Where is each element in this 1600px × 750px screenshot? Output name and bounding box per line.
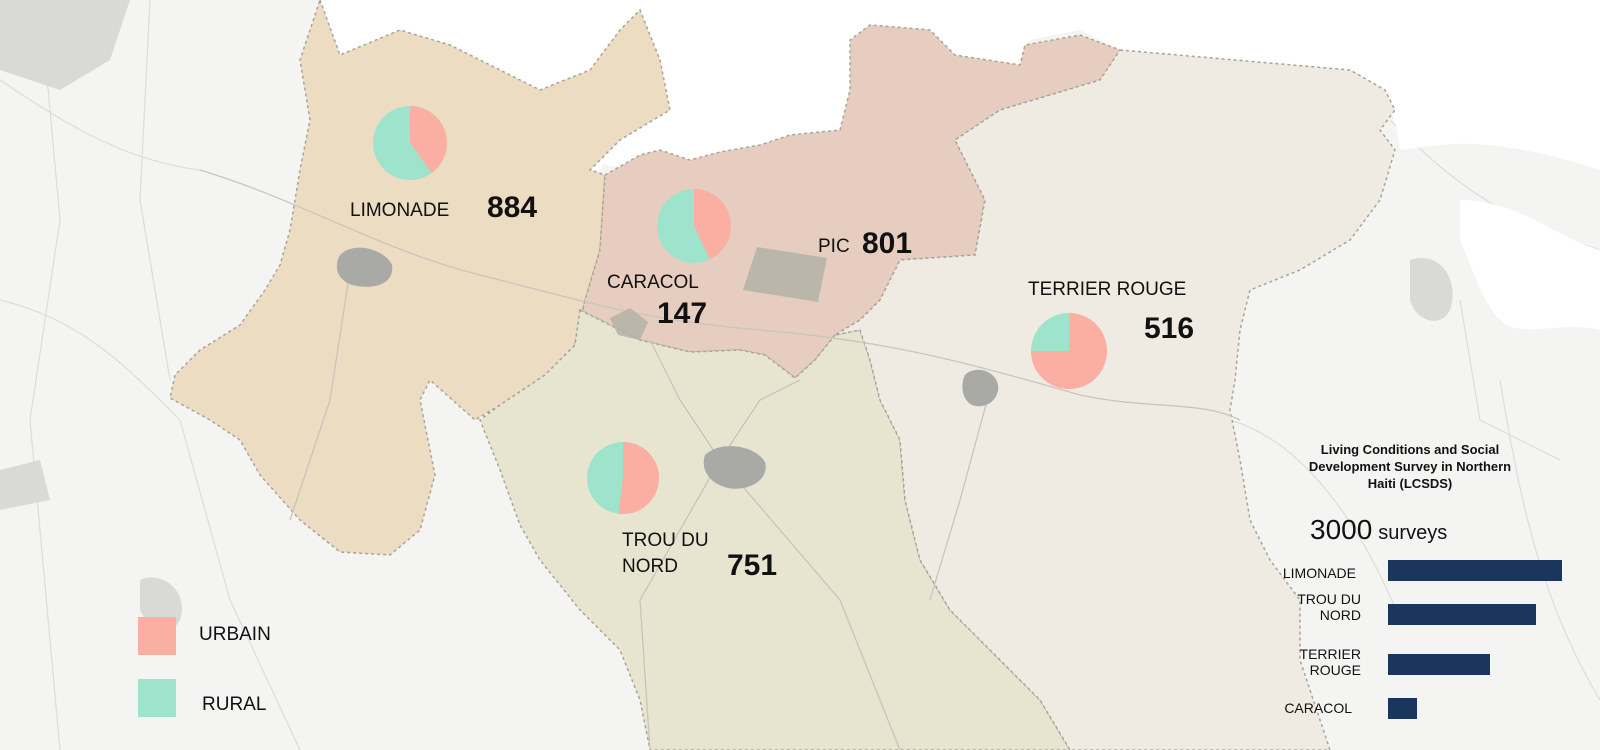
label-trou-du-nord-line1: TROU DU <box>622 530 709 551</box>
pie-slice-urbain <box>618 442 659 514</box>
pie-terrier-rouge <box>1031 313 1107 389</box>
pie-slice-urbain <box>410 106 447 173</box>
legend-swatch-urbain <box>138 617 176 655</box>
bar-label-terrier-rouge-line2: ROUGE <box>1309 662 1361 678</box>
bar-label-limonade-line1: LIMONADE <box>1282 565 1356 581</box>
bar-label-trou-du-nord-line2: NORD <box>1319 607 1361 623</box>
commune-terrier-rouge <box>834 49 1396 750</box>
bar-trou-du-nord <box>1388 604 1536 625</box>
bar-label-trou-du-nord-line1: TROU DU <box>1297 591 1361 607</box>
town-areas <box>336 247 999 489</box>
pie-charts <box>373 106 1107 514</box>
bar-label-trou-du-nord: TROU DU NORD <box>1251 591 1361 623</box>
bar-label-caracol-line1: CARACOL <box>1284 700 1352 716</box>
main-roads <box>199 169 1241 750</box>
bar-label-caracol: CARACOL <box>1242 700 1352 716</box>
pie-slice-urbain <box>1031 313 1107 389</box>
label-caracol: CARACOL <box>607 272 699 293</box>
bar-caracol <box>1388 698 1417 719</box>
bar-terrier-rouge <box>1388 654 1490 675</box>
count-trou-du-nord: 751 <box>727 549 778 582</box>
legend-label-urbain: URBAIN <box>199 624 271 645</box>
bar-limonade <box>1388 560 1562 581</box>
label-limonade: LIMONADE <box>350 200 450 221</box>
pie-slice-urbain <box>694 189 731 260</box>
label-trou-du-nord-line2: NORD <box>622 556 678 577</box>
count-limonade: 884 <box>487 191 538 224</box>
survey-title-line2: Development Survey in Northern <box>1308 459 1512 474</box>
legend-label-rural: RURAL <box>202 694 267 715</box>
commune-limonade <box>169 0 671 556</box>
count-pic: 801 <box>862 227 913 260</box>
survey-title-line3: Haiti (LCSDS) <box>1367 476 1453 491</box>
label-pic: PIC <box>818 236 850 257</box>
pie-limonade <box>373 106 447 180</box>
bar-label-terrier-rouge: TERRIER ROUGE <box>1251 646 1361 678</box>
survey-total-number: 3000 <box>1310 514 1373 545</box>
industrial-park <box>743 247 827 302</box>
pie-trou-du-nord <box>587 442 659 514</box>
label-terrier-rouge: TERRIER ROUGE <box>1028 279 1187 300</box>
bar-label-terrier-rouge-line1: TERRIER <box>1299 646 1361 662</box>
count-terrier-rouge: 516 <box>1144 312 1195 345</box>
pie-caracol <box>657 189 731 263</box>
bar-label-limonade: LIMONADE <box>1246 565 1356 581</box>
count-caracol: 147 <box>657 297 708 330</box>
caracol-site <box>610 308 648 340</box>
survey-title-line1: Living Conditions and Social <box>1320 442 1500 457</box>
survey-title: Living Conditions and Social Development… <box>1280 441 1540 492</box>
survey-total-unit: surveys <box>1378 522 1448 544</box>
legend-swatch-rural <box>138 679 176 717</box>
survey-total: 3000 surveys <box>1310 514 1447 546</box>
